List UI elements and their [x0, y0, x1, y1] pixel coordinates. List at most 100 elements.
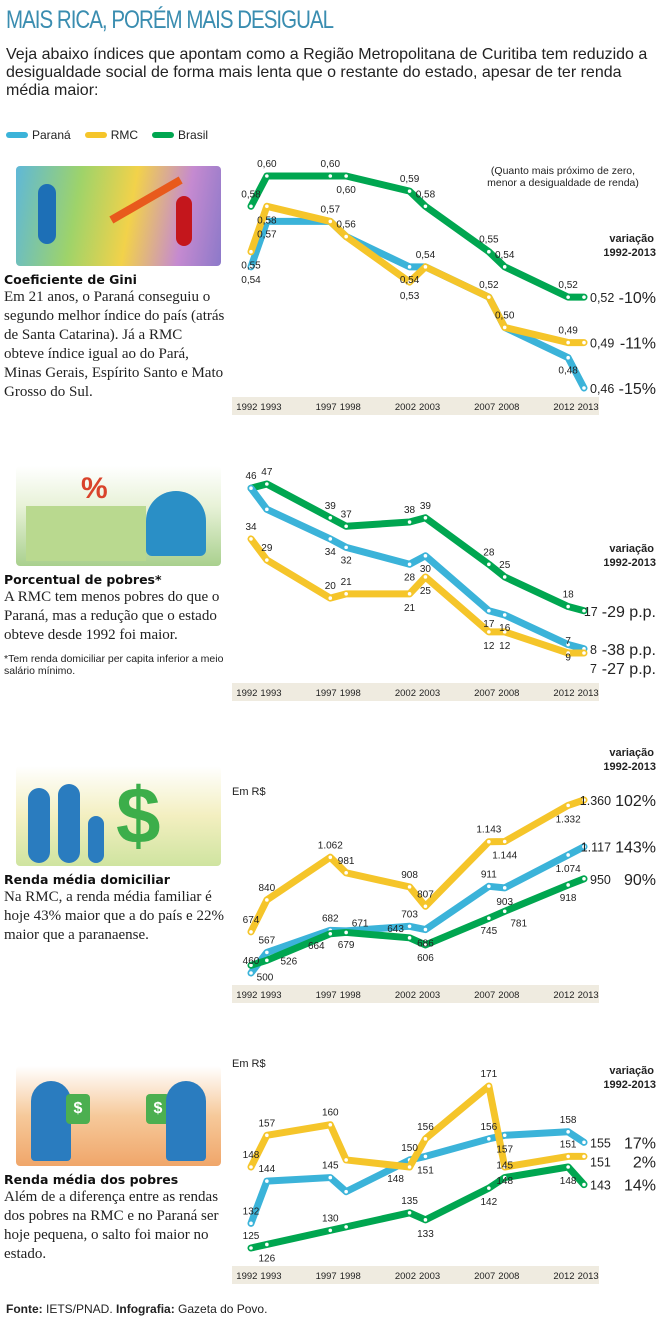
series-line-rmc [247, 1082, 588, 1171]
variation-parana: 143% [615, 840, 656, 857]
sitting-person-icon [146, 491, 206, 556]
data-point-rmc [249, 249, 253, 254]
data-point-brasil [566, 883, 570, 887]
person-with-money-icon [166, 1081, 206, 1161]
data-point-rmc [487, 630, 491, 634]
x-tick-label: 1992 [236, 402, 257, 413]
data-label-brasil: 39 [325, 501, 337, 512]
data-label-brasil: 125 [243, 1231, 260, 1242]
legend-label: Brasil [178, 128, 209, 142]
x-tick-label: 2002 [395, 402, 416, 413]
data-point-parana [249, 265, 253, 269]
data-label-brasil: 126 [259, 1253, 276, 1264]
data-label-parana: 703 [401, 909, 418, 920]
variation-header: variação [609, 543, 654, 555]
x-tick-label: 1998 [340, 990, 361, 1001]
data-label-rmc: 0,50 [495, 310, 515, 321]
variation-brasil: -29 p.p. [602, 604, 656, 621]
data-label-rmc: 12 [483, 641, 495, 652]
legend: Paraná RMC Brasil [6, 128, 208, 142]
data-point-brasil [265, 1242, 269, 1247]
gini-chart: 1992 1993 1997 1998 2002 2003 2007 2008 2012 2013… [232, 159, 656, 415]
data-point-rmc [423, 1137, 428, 1141]
data-point-rmc [344, 871, 348, 875]
data-label-parana: 682 [322, 913, 339, 924]
data-point-rmc [502, 630, 507, 634]
data-point-rmc [423, 265, 428, 269]
data-point-rmc [502, 1165, 507, 1169]
x-tick-label: 2013 [578, 1271, 599, 1282]
data-label-parana: 34 [325, 547, 337, 558]
data-label-rmc: 840 [259, 883, 276, 894]
data-label-brasil: 25 [499, 560, 511, 571]
series-line-parana [247, 843, 588, 977]
data-label-rmc: 0,57 [321, 204, 341, 215]
data-point-parana [502, 613, 507, 617]
data-label-rmc: 148 [387, 1174, 404, 1185]
data-point-parana [566, 1129, 570, 1134]
data-point-rmc [566, 340, 570, 345]
variation-rmc: 102% [615, 793, 656, 810]
data-label-rmc: 674 [243, 915, 260, 926]
end-value-rmc: 0,49 [590, 337, 614, 351]
x-tick-label: 1992 [236, 990, 257, 1001]
data-point-rmc [328, 596, 333, 600]
data-point-rmc [487, 295, 491, 299]
data-label-brasil: 130 [322, 1213, 339, 1224]
data-point-brasil [423, 204, 428, 209]
data-point-brasil [566, 604, 570, 609]
x-tick-label: 2013 [578, 402, 599, 413]
credit-label: Infografia: [116, 1302, 175, 1316]
end-value-parana: 1.117 [581, 841, 611, 855]
data-label-parana: 460 [243, 956, 260, 967]
renda-pobres-illustration: $ $ [16, 1066, 221, 1166]
data-point-rmc [344, 1158, 348, 1162]
data-point-parana [423, 1154, 428, 1159]
x-tick-label: 1993 [260, 990, 281, 1001]
series-line-brasil [247, 480, 588, 615]
data-point-rmc [502, 839, 507, 844]
data-label-brasil: 643 [387, 924, 404, 935]
data-label-rmc: 25 [420, 586, 432, 597]
x-tick-label: 2012 [553, 402, 574, 413]
data-point-rmc [249, 1165, 253, 1169]
data-point-rmc [328, 855, 333, 860]
data-label-brasil: 918 [560, 893, 577, 904]
end-value-parana: 8 [590, 643, 597, 657]
data-point-brasil [328, 1228, 333, 1233]
data-point-brasil [423, 1218, 428, 1222]
x-tick-label: 2013 [578, 688, 599, 699]
data-point-brasil [249, 1246, 253, 1250]
data-label-parana: 150 [401, 1143, 418, 1154]
panel-renda-text: $ Renda média domiciliar Na RMC, a renda… [4, 766, 226, 945]
renda-illustration: $ [16, 766, 221, 866]
data-point-rmc [582, 651, 586, 655]
variation-header: 1992-2013 [603, 247, 656, 259]
renda-domiciliar-chart: 1992 1993 1997 1998 2002 2003 2007 2008 2012 2013… [232, 747, 656, 1003]
pobres-chart: 1992 1993 1997 1998 2002 2003 2007 2008 2012 2013… [232, 467, 656, 701]
data-point-brasil [328, 931, 333, 936]
percent-sign-icon: % [81, 472, 108, 505]
data-point-brasil [582, 877, 586, 881]
data-label-brasil: 0,58 [241, 189, 261, 200]
money-bag-icon: $ [66, 1094, 90, 1124]
data-label-brasil: 0,60 [336, 185, 356, 196]
city-skyline-icon [26, 506, 146, 561]
data-label-rmc: 0,49 [558, 326, 578, 337]
data-point-brasil [344, 1225, 348, 1229]
data-label-parana: 157 [496, 1144, 513, 1155]
data-label-parana: 132 [243, 1206, 260, 1217]
panel-footnote: *Tem renda domiciliar per capita inferio… [4, 653, 224, 677]
data-point-brasil [502, 909, 507, 914]
variation-parana: 17% [624, 1135, 656, 1152]
data-label-rmc: 1.143 [476, 825, 501, 836]
data-label-parana: 1.074 [556, 864, 581, 875]
source-label: Fonte: [6, 1302, 43, 1316]
data-point-rmc [566, 651, 570, 655]
panel-pobres-text: % Porcentual de pobres* A RMC tem menos … [4, 466, 226, 677]
data-point-brasil [582, 608, 586, 613]
data-label-rmc: 908 [401, 870, 418, 881]
data-point-rmc [582, 340, 586, 345]
x-tick-label: 1997 [316, 990, 337, 1001]
data-label-parana: 0,48 [558, 366, 578, 377]
